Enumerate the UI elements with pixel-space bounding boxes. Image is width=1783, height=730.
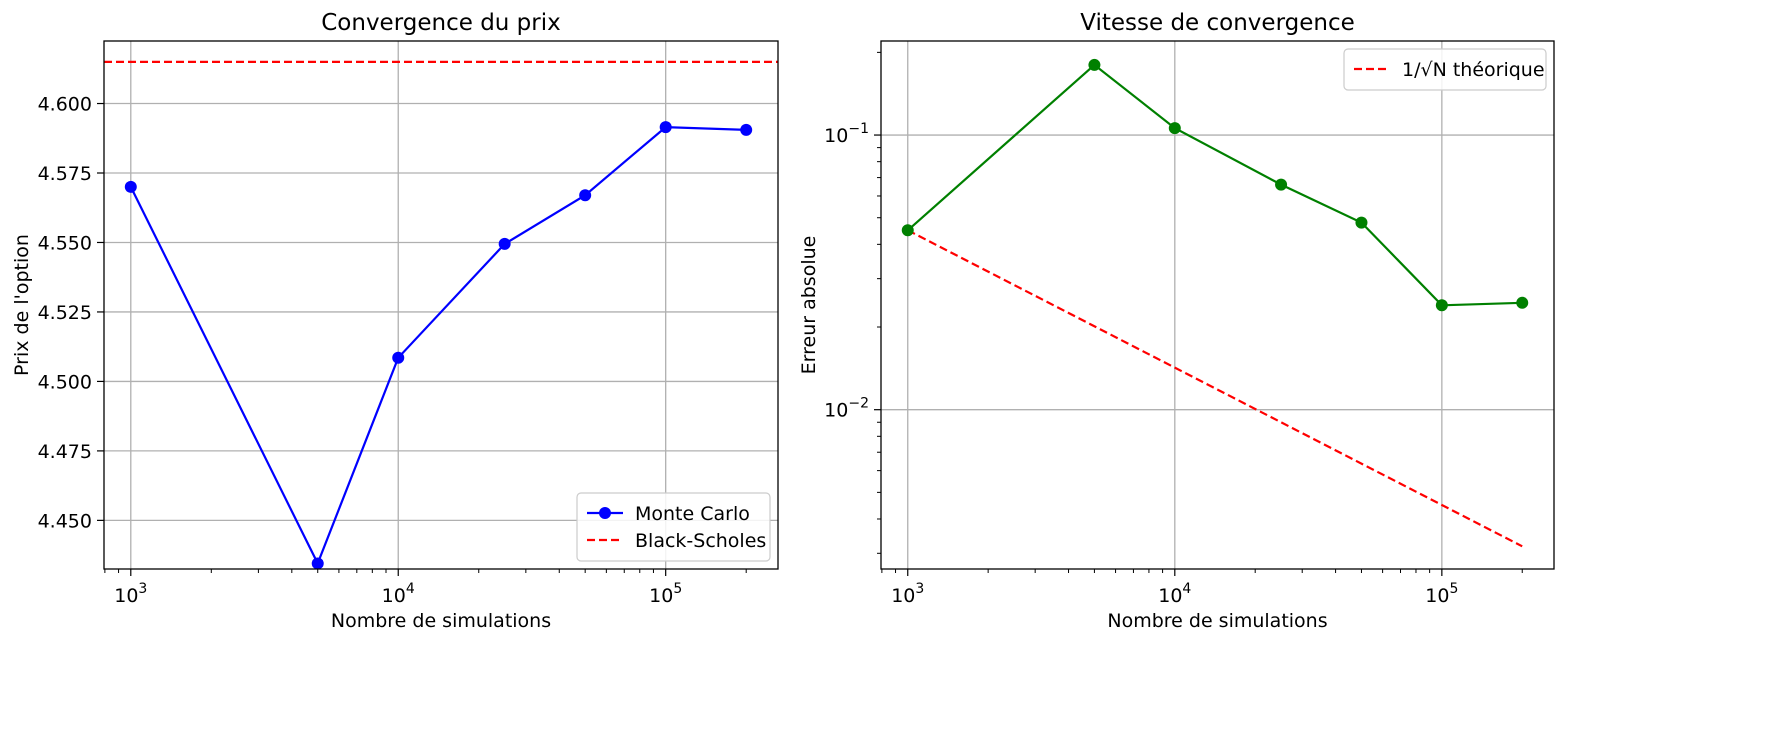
series-line-1 [907, 63, 1523, 307]
x-tick-label: 103 [891, 581, 924, 607]
data-point [392, 351, 405, 364]
x-axis-label: Nombre de simulations [1107, 610, 1327, 632]
data-point [1088, 58, 1101, 71]
y-tick-label: 10−2 [824, 396, 869, 422]
legend-box [1343, 48, 1547, 91]
x-tick-label-base: 10 [1425, 585, 1449, 607]
data-point [1355, 216, 1368, 229]
y-tick-label-base: 10 [824, 125, 848, 147]
chart-title: Convergence du prix [321, 10, 561, 36]
x-tick-label-base: 10 [382, 585, 406, 607]
legend-label: 1/√N théorique [1402, 59, 1545, 81]
legend: 1/√N théorique [1343, 48, 1547, 91]
data-point [124, 180, 137, 193]
data-point [498, 237, 511, 250]
plot-area [104, 60, 778, 567]
data-point [659, 121, 672, 134]
x-tick-label-exp: 5 [1449, 581, 1458, 597]
axes-frame [103, 40, 779, 570]
y-tick-label-base: 10 [824, 400, 848, 422]
y-axis-label: Prix de l'option [11, 234, 33, 376]
x-tick-label: 104 [1158, 581, 1191, 607]
chart-title: Vitesse de convergence [1080, 10, 1355, 36]
chart-1: 103 104 1054.4504.4754.5004.5254.5504.5754… [11, 10, 779, 632]
x-tick-label-base: 10 [114, 585, 138, 607]
x-tick-label: 103 [114, 581, 147, 607]
x-axis-label: Nombre de simulations [331, 610, 551, 632]
x-tick-label-exp: 3 [915, 581, 924, 597]
x-tick-label-exp: 4 [1182, 581, 1191, 597]
x-tick-label: 105 [1425, 581, 1458, 607]
y-tick-label: 4.575 [38, 163, 92, 185]
minor-ticks [877, 51, 1523, 573]
plot-area [907, 63, 1523, 548]
y-axis-label: Erreur absolue [798, 236, 820, 375]
x-tick-label-base: 10 [891, 585, 915, 607]
series-line-2 [907, 229, 1523, 548]
y-tick-label: 4.600 [38, 94, 92, 116]
legend: Monte Carlo Black-Scholes [576, 492, 771, 562]
legend-box [576, 492, 771, 562]
axes-frame [880, 40, 1555, 570]
x-tick-label: 105 [649, 581, 682, 607]
legend-label: Black-Scholes [635, 530, 766, 552]
data-point [1516, 296, 1529, 309]
minor-ticks [104, 569, 747, 573]
x-tick-label-base: 10 [649, 585, 673, 607]
legend-label: Monte Carlo [635, 503, 750, 525]
grid [104, 41, 778, 569]
legend-marker [599, 507, 611, 519]
y-tick-label: 4.550 [38, 232, 92, 254]
data-point [1275, 178, 1288, 191]
x-tick-label-exp: 4 [406, 581, 415, 597]
y-tick-label: 10−1 [824, 121, 869, 147]
major-ticks: 103 104 1054.4504.4754.5004.5254.5504.5754… [38, 94, 683, 607]
x-tick-label-exp: 5 [673, 581, 682, 597]
data-point [740, 123, 753, 136]
data-point [579, 189, 592, 202]
y-tick-label: 4.450 [38, 510, 92, 532]
y-tick-label-exp: −2 [848, 396, 869, 412]
y-tick-label: 4.475 [38, 441, 92, 463]
data-point [1168, 122, 1181, 135]
data-point [311, 557, 324, 570]
x-tick-label-exp: 3 [138, 581, 147, 597]
y-tick-label: 4.500 [38, 371, 92, 393]
x-tick-label-base: 10 [1158, 585, 1182, 607]
y-tick-label-exp: −1 [848, 121, 869, 137]
data-point [901, 224, 914, 237]
x-tick-label: 104 [382, 581, 415, 607]
data-point [1435, 299, 1448, 312]
y-tick-label: 4.525 [38, 302, 92, 324]
